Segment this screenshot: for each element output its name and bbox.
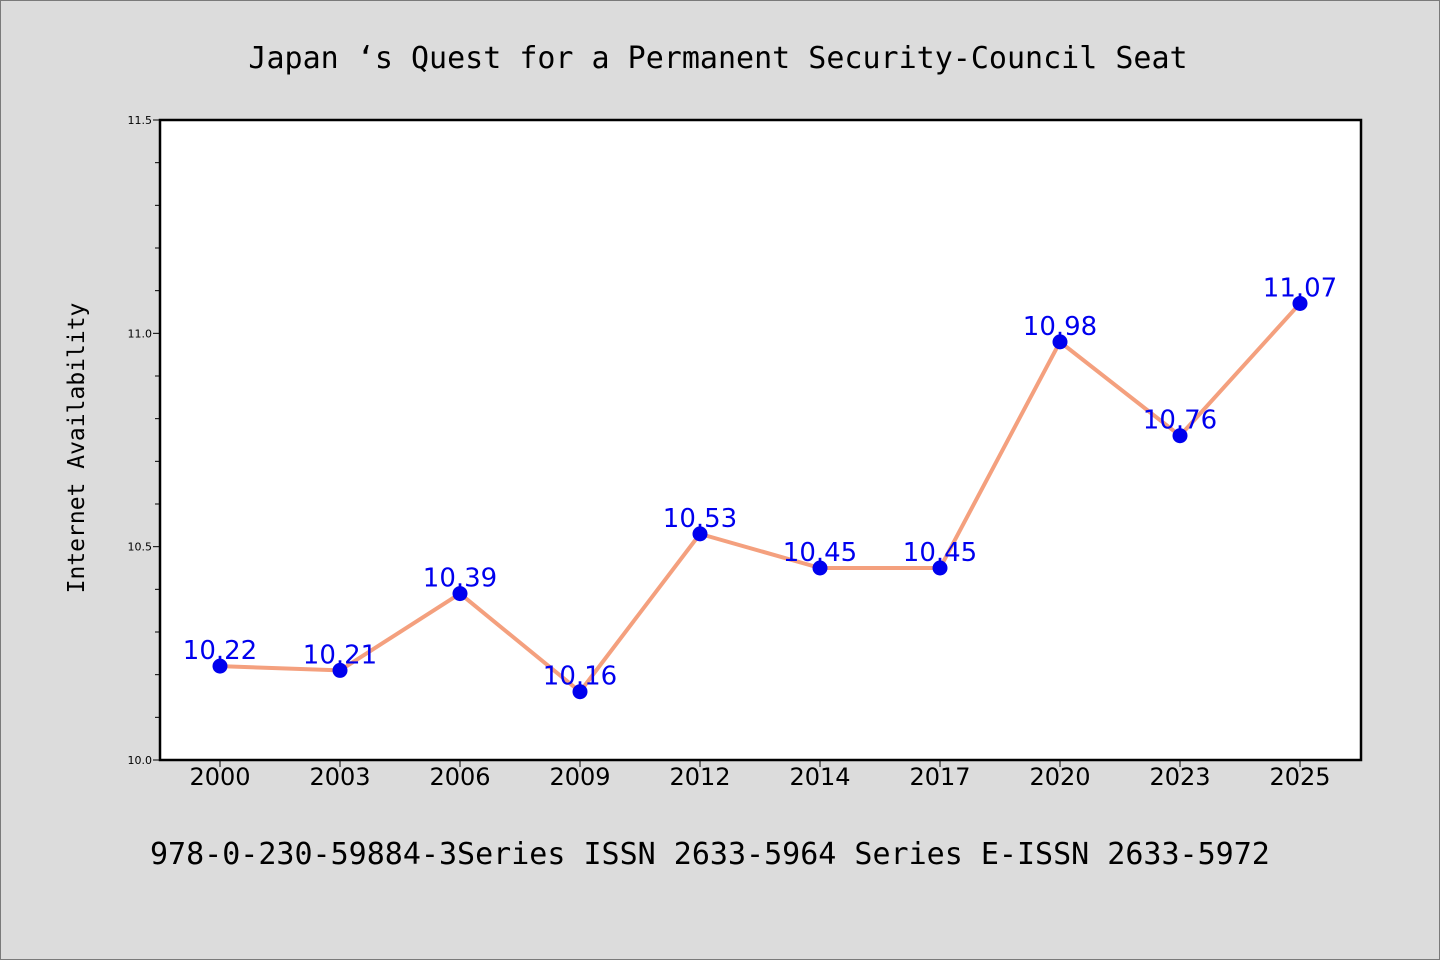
y-tick-label: 10.0 — [128, 754, 153, 767]
x-tick-label: 2017 — [909, 763, 970, 791]
y-axis-label: Internet Availability — [64, 303, 90, 594]
x-tick-label: 2020 — [1029, 763, 1090, 791]
chart-title: Japan ‘s Quest for a Permanent Security-… — [248, 41, 1187, 76]
data-label: 10.45 — [783, 538, 857, 568]
data-point — [932, 560, 948, 576]
data-label: 10.22 — [183, 636, 257, 666]
data-point — [572, 684, 588, 700]
x-tick-label: 2014 — [789, 763, 850, 791]
y-tick-label: 11.5 — [128, 114, 153, 127]
data-label: 10.98 — [1023, 312, 1097, 342]
plot-area — [158, 118, 1363, 762]
data-label: 10.21 — [303, 640, 377, 670]
y-tick-label: 11.0 — [128, 327, 153, 340]
x-tick-label: 2023 — [1149, 763, 1210, 791]
y-axis: 10.0 10.5 11.0 11.5 — [128, 114, 160, 767]
data-markers — [212, 295, 1308, 700]
data-label: 11.07 — [1263, 273, 1337, 303]
x-tick-label: 2025 — [1269, 763, 1330, 791]
series-line — [219, 302, 1302, 694]
data-point — [1172, 428, 1188, 444]
data-labels: 10.22 10.21 10.39 10.16 10.53 10.45 10.45 10.98… — [183, 273, 1337, 691]
data-label: 10.53 — [663, 504, 737, 534]
x-tick-label: 2003 — [309, 763, 370, 791]
data-point — [212, 658, 228, 674]
data-label: 10.39 — [423, 564, 497, 594]
data-point — [1052, 334, 1068, 350]
data-point — [812, 560, 828, 576]
x-tick-label: 2000 — [189, 763, 250, 791]
footer-isbn-issn: 978-0-230-59884-3Series ISSN 2633-5964 S… — [150, 837, 1270, 872]
data-label: 10.76 — [1143, 406, 1217, 436]
data-point — [332, 662, 348, 678]
data-point — [452, 586, 468, 602]
x-tick-label: 2006 — [429, 763, 490, 791]
data-point — [1292, 295, 1308, 311]
data-point — [692, 526, 708, 542]
x-tick-label: 2012 — [669, 763, 730, 791]
x-tick-label: 2009 — [549, 763, 610, 791]
x-axis: 2000 2003 2006 2009 2012 2014 2017 2020 2023 2025 — [189, 760, 1331, 791]
data-label: 10.45 — [903, 538, 977, 568]
data-label: 10.16 — [543, 662, 617, 692]
y-tick-label: 10.5 — [128, 541, 153, 554]
